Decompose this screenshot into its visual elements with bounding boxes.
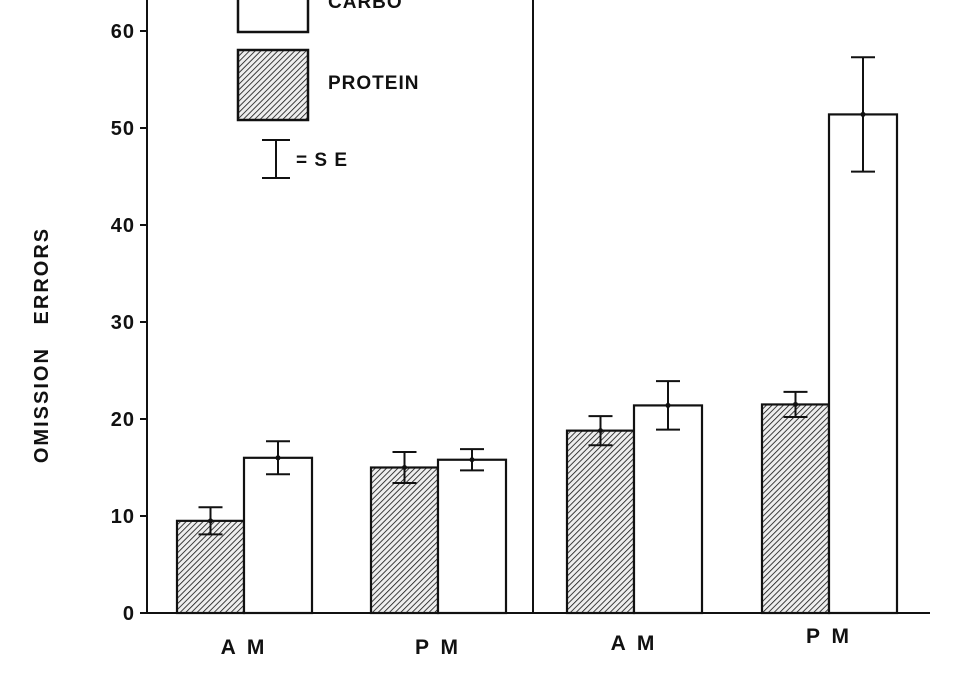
bars-layer bbox=[175, 56, 899, 615]
y-tick-label: 60 bbox=[111, 21, 135, 43]
y-axis-label: OMISSION ERRORS bbox=[31, 227, 53, 463]
x-tick-label: P M bbox=[806, 625, 852, 648]
error-bar bbox=[266, 440, 290, 476]
legend-label-carbo: CARBO bbox=[328, 0, 403, 13]
bar-protein bbox=[565, 429, 636, 615]
y-tick-label: 50 bbox=[111, 118, 135, 140]
bar-protein bbox=[369, 466, 440, 615]
mean-dot bbox=[402, 465, 407, 470]
error-bar bbox=[851, 56, 875, 173]
error-bar bbox=[656, 380, 680, 431]
bar-carbo bbox=[632, 404, 704, 615]
bar-carbo bbox=[827, 113, 899, 615]
error-bar bbox=[198, 506, 223, 536]
error-bar bbox=[392, 450, 417, 485]
legend-swatch-protein bbox=[236, 48, 310, 122]
y-tick-label: 40 bbox=[111, 215, 135, 237]
y-tick-label: 0 bbox=[123, 603, 135, 625]
mean-dot bbox=[665, 402, 671, 408]
mean-dot bbox=[208, 518, 213, 524]
bar-carbo bbox=[436, 458, 508, 615]
y-tick-label: 10 bbox=[111, 506, 135, 528]
legend-label-protein: PROTEIN bbox=[328, 73, 419, 94]
legend-swatch-carbo bbox=[236, 0, 310, 34]
error-bar bbox=[783, 390, 808, 419]
mean-dot bbox=[275, 455, 281, 461]
mean-dot bbox=[860, 111, 866, 117]
y-tick-label: 30 bbox=[111, 312, 135, 334]
mean-dot bbox=[598, 428, 603, 434]
bar-protein bbox=[760, 403, 831, 615]
legend-se-label: = S E bbox=[296, 150, 348, 171]
error-bar bbox=[460, 448, 484, 472]
x-tick-label: P M bbox=[415, 636, 461, 659]
mean-dot bbox=[793, 401, 798, 407]
bar-carbo bbox=[242, 456, 314, 615]
legend-se-icon bbox=[262, 139, 290, 179]
error-bar bbox=[588, 415, 613, 447]
x-tick-label: A M bbox=[221, 636, 268, 659]
y-tick-label: 20 bbox=[111, 409, 135, 431]
mean-dot bbox=[469, 457, 475, 463]
x-tick-label: A M bbox=[611, 632, 658, 655]
legend: CARBO PROTEIN = S E bbox=[236, 0, 419, 179]
